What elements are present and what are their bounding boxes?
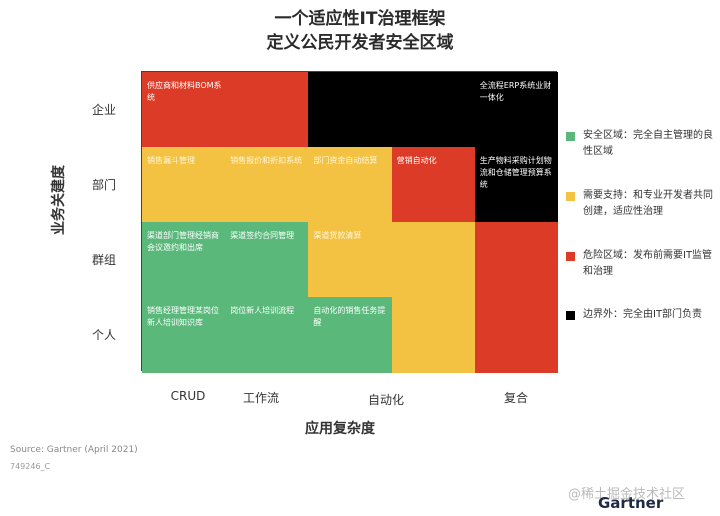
column-label-3: 复合 (503, 391, 528, 405)
cell-label: 自动化的销售任务提醒 (313, 306, 386, 327)
grid-cell-r0-c1 (225, 72, 309, 148)
x-axis-label: 应用复杂度 (305, 421, 375, 437)
cell-label: 生产物料采购计划物流和仓储管理预算系统 (479, 156, 552, 189)
column-label-1: 工作流 (242, 391, 279, 405)
column-label-2: 自动化 (367, 393, 404, 407)
grid-cell-r3-c1: 岗位新人培训流程 (225, 297, 309, 373)
chart-title: 一个适应性IT治理框架 (274, 9, 446, 29)
grid-cell-r1-c0: 销售漏斗管理 (142, 147, 226, 223)
figure-code: 749246_C (10, 462, 51, 471)
cell-label: 全流程ERP系统业财一体化 (479, 81, 552, 102)
cell-label: 渠道签约合同管理 (230, 231, 295, 240)
grid-cell-r0-c4: 全流程ERP系统业财一体化 (474, 72, 559, 148)
grid-cell-r1-c4: 生产物料采购计划物流和仓储管理预算系统 (474, 147, 559, 223)
cell-label: 销售经理管理某岗位新人培训知识库 (147, 306, 219, 327)
cell-label: 供应商和材料BOM系统 (147, 81, 222, 102)
row-label-0: 企业 (91, 102, 116, 117)
grid-cell-r2-c3 (391, 222, 476, 298)
cell-label: 岗位新人培训流程 (230, 306, 295, 315)
legend-swatch-red (566, 252, 575, 261)
legend-swatch-black (566, 311, 575, 320)
row-label-1: 部门 (91, 177, 116, 192)
grid-cell-r2-c0: 渠道部门管理经销商会议邀约和出席 (142, 222, 226, 298)
cell-label: 部门资金自动结算 (313, 156, 378, 165)
grid-cell-r0-c2 (308, 72, 393, 148)
cell-label: 营销自动化 (396, 156, 437, 165)
grid-cell-r3-c4 (474, 297, 559, 373)
watermark: @稀土掘金技术社区 (568, 487, 686, 502)
grid-cell-r1-c1: 销售报价和折扣系统 (225, 147, 309, 223)
legend-text-green: 安全区域：完全自主管理的良性区域 (583, 130, 713, 157)
grid-cell-r3-c2: 自动化的销售任务提醒 (308, 297, 393, 373)
grid-cell-r3-c3 (391, 297, 476, 373)
zone-grid: 供应商和材料BOM系统 全流程ERP系统业财一体化销售漏斗管理 销售报价和折扣系统 部… (141, 71, 559, 373)
grid-cell-r2-c1: 渠道签约合同管理 (225, 222, 309, 298)
grid-cell-r0-c3 (391, 72, 476, 148)
legend-swatch-yellow (566, 192, 575, 201)
gartner-logo: Gartner (598, 494, 664, 512)
cell-label: 渠道部门管理经销商会议邀约和出席 (147, 231, 219, 252)
legend-text-red: 危险区域：发布前需要IT监管和治理 (583, 250, 713, 277)
legend-text-black: 边界外：完全由IT部门负责 (583, 309, 703, 320)
grid-cell-r1-c2: 部门资金自动结算 (308, 147, 393, 223)
source-note: Source: Gartner (April 2021) (10, 445, 138, 455)
legend-swatch-green (566, 132, 575, 141)
row-label-2: 群组 (91, 252, 116, 267)
grid-cell-r2-c4 (474, 222, 559, 298)
legend-text-yellow: 需要支持：和专业开发者共同创建，适应性治理 (583, 190, 713, 217)
grid-cell-r2-c2: 渠道货款清算 (308, 222, 393, 298)
cell-label: 渠道货款清算 (313, 231, 362, 240)
row-label-3: 个人 (91, 327, 116, 342)
grid-cell-r1-c3: 营销自动化 (391, 147, 476, 223)
cell-label: 销售漏斗管理 (147, 156, 195, 165)
y-axis-label: 业务关建度 (51, 165, 67, 235)
chart-subtitle: 定义公民开发者安全区域 (266, 33, 454, 53)
cell-label: 销售报价和折扣系统 (230, 156, 303, 165)
column-label-0: CRUD (170, 389, 206, 403)
grid-cell-r0-c0: 供应商和材料BOM系统 (142, 72, 226, 148)
grid-cell-r3-c0: 销售经理管理某岗位新人培训知识库 (142, 297, 226, 373)
